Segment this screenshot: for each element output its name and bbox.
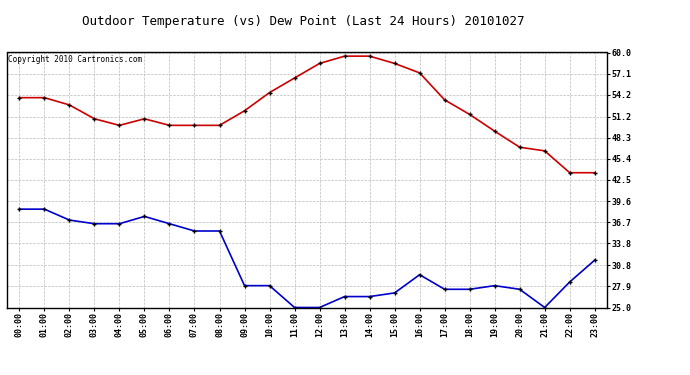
Text: Outdoor Temperature (vs) Dew Point (Last 24 Hours) 20101027: Outdoor Temperature (vs) Dew Point (Last… xyxy=(82,15,525,28)
Text: Copyright 2010 Cartronics.com: Copyright 2010 Cartronics.com xyxy=(8,55,142,64)
